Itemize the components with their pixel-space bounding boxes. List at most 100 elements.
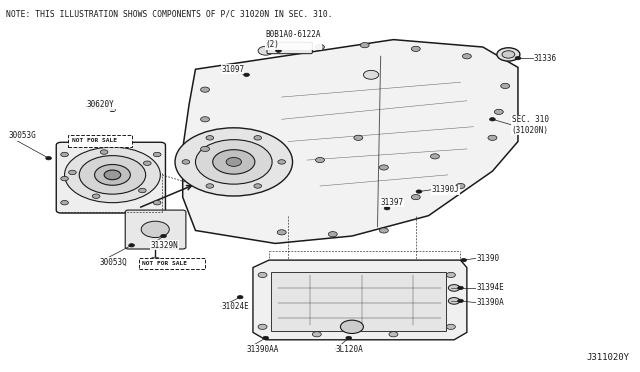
- Text: 30053G: 30053G: [8, 131, 36, 141]
- Circle shape: [150, 257, 161, 263]
- Circle shape: [254, 136, 262, 140]
- Circle shape: [254, 184, 262, 188]
- Circle shape: [431, 154, 440, 159]
- Circle shape: [104, 170, 121, 180]
- Text: 3L120A: 3L120A: [336, 344, 364, 353]
- Circle shape: [364, 70, 379, 79]
- Circle shape: [161, 234, 166, 238]
- Circle shape: [412, 46, 420, 51]
- Circle shape: [449, 285, 460, 291]
- Circle shape: [263, 336, 269, 340]
- Circle shape: [360, 42, 369, 48]
- Circle shape: [206, 184, 214, 188]
- Circle shape: [206, 136, 214, 140]
- Text: J311020Y: J311020Y: [587, 353, 630, 362]
- Circle shape: [500, 83, 509, 89]
- Circle shape: [328, 232, 337, 237]
- Circle shape: [389, 332, 398, 337]
- Circle shape: [463, 54, 471, 59]
- Circle shape: [488, 135, 497, 140]
- Text: 31397: 31397: [381, 198, 404, 207]
- Circle shape: [65, 147, 161, 203]
- Circle shape: [258, 272, 267, 278]
- Circle shape: [456, 183, 465, 189]
- Circle shape: [79, 155, 146, 194]
- Circle shape: [195, 140, 272, 184]
- Polygon shape: [253, 260, 467, 340]
- Circle shape: [61, 201, 68, 205]
- Circle shape: [497, 48, 520, 61]
- Text: SEC. 310
(31020N): SEC. 310 (31020N): [511, 115, 548, 135]
- Circle shape: [95, 164, 131, 185]
- Text: 31394E: 31394E: [476, 283, 504, 292]
- Circle shape: [278, 160, 285, 164]
- Circle shape: [61, 152, 68, 157]
- Circle shape: [258, 46, 273, 55]
- Circle shape: [154, 152, 161, 157]
- Circle shape: [515, 57, 521, 60]
- Circle shape: [200, 87, 209, 92]
- Circle shape: [458, 286, 463, 289]
- Polygon shape: [182, 39, 518, 243]
- Circle shape: [490, 118, 495, 121]
- FancyBboxPatch shape: [125, 210, 186, 249]
- Text: NOT FOR SALE: NOT FOR SALE: [72, 138, 117, 143]
- Text: 30620Y: 30620Y: [87, 102, 115, 111]
- Circle shape: [92, 194, 100, 198]
- Circle shape: [100, 150, 108, 154]
- FancyBboxPatch shape: [56, 142, 166, 213]
- Circle shape: [316, 157, 324, 163]
- Text: 31024E: 31024E: [221, 302, 249, 311]
- Text: 30620Y: 30620Y: [87, 100, 115, 109]
- Text: 31390AA: 31390AA: [246, 344, 279, 353]
- Circle shape: [380, 165, 388, 170]
- Circle shape: [244, 73, 250, 77]
- Circle shape: [258, 324, 267, 330]
- Circle shape: [143, 161, 151, 166]
- Circle shape: [502, 51, 515, 58]
- FancyBboxPatch shape: [139, 258, 205, 269]
- Circle shape: [447, 324, 456, 330]
- Circle shape: [200, 117, 209, 122]
- Text: 31390J: 31390J: [432, 185, 460, 194]
- Circle shape: [449, 298, 460, 304]
- Circle shape: [175, 128, 292, 196]
- Circle shape: [346, 336, 351, 340]
- Circle shape: [154, 201, 161, 205]
- Circle shape: [412, 195, 420, 200]
- FancyBboxPatch shape: [271, 272, 446, 331]
- FancyBboxPatch shape: [68, 135, 132, 147]
- Circle shape: [276, 49, 282, 52]
- Circle shape: [458, 299, 463, 302]
- Text: 31390A: 31390A: [476, 298, 504, 307]
- Circle shape: [226, 157, 241, 166]
- Circle shape: [45, 157, 51, 160]
- Circle shape: [416, 190, 422, 193]
- Text: 31329N: 31329N: [151, 241, 179, 250]
- Circle shape: [277, 230, 286, 235]
- Circle shape: [380, 228, 388, 233]
- Circle shape: [68, 170, 76, 175]
- Text: 30053Q: 30053Q: [100, 257, 127, 266]
- Circle shape: [138, 188, 146, 193]
- Circle shape: [200, 146, 209, 151]
- Circle shape: [384, 206, 390, 210]
- Circle shape: [461, 259, 467, 262]
- Circle shape: [354, 135, 363, 140]
- Circle shape: [61, 176, 68, 181]
- Text: NOTE: THIS ILLUSTRATION SHOWS COMPONENTS OF P/C 31020N IN SEC. 310.: NOTE: THIS ILLUSTRATION SHOWS COMPONENTS…: [6, 10, 332, 19]
- Circle shape: [316, 44, 324, 49]
- Circle shape: [141, 221, 170, 237]
- Circle shape: [212, 150, 255, 174]
- Text: B0B1A0-6122A
(2): B0B1A0-6122A (2): [266, 30, 321, 49]
- Circle shape: [237, 295, 243, 299]
- Text: NOT FOR SALE: NOT FOR SALE: [143, 261, 188, 266]
- Text: 31097: 31097: [221, 65, 244, 74]
- Text: 31336: 31336: [534, 54, 557, 62]
- Circle shape: [109, 108, 115, 112]
- FancyBboxPatch shape: [267, 42, 312, 54]
- Circle shape: [312, 332, 321, 337]
- Text: 31390: 31390: [476, 254, 500, 263]
- Circle shape: [129, 244, 134, 247]
- Circle shape: [494, 109, 503, 115]
